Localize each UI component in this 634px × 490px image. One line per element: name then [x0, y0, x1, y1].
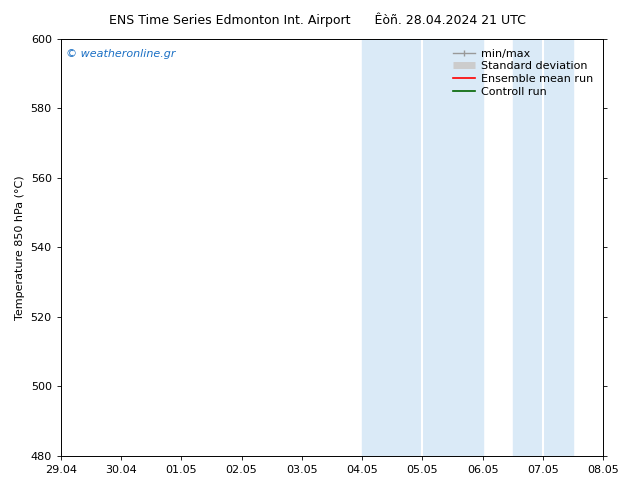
Bar — [362, 39, 482, 456]
Text: © weatheronline.gr: © weatheronline.gr — [67, 49, 176, 59]
Y-axis label: Temperature 850 hPa (°C): Temperature 850 hPa (°C) — [15, 175, 25, 319]
Legend: min/max, Standard deviation, Ensemble mean run, Controll run: min/max, Standard deviation, Ensemble me… — [449, 44, 598, 101]
Text: ENS Time Series Edmonton Int. Airport      Êòñ. 28.04.2024 21 UTC: ENS Time Series Edmonton Int. Airport Êò… — [108, 12, 526, 27]
Bar — [513, 39, 573, 456]
